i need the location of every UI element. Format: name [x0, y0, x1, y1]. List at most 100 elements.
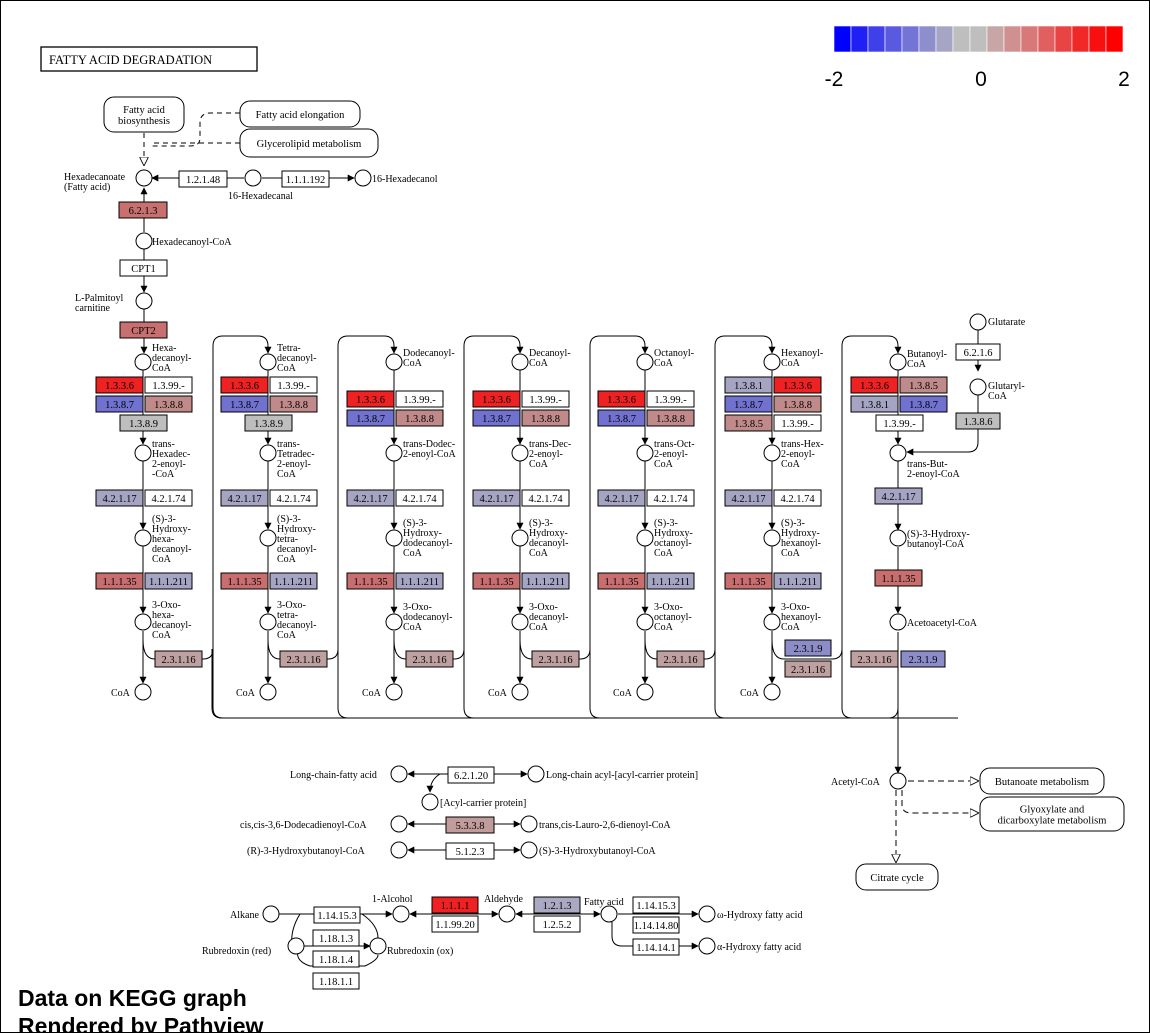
- enzyme-box[interactable]: [220, 376, 269, 394]
- enzyme-box[interactable]: [646, 390, 695, 408]
- trans-but-node[interactable]: [889, 444, 907, 462]
- enzyme-box[interactable]: [95, 489, 144, 507]
- enzyme-box[interactable]: [220, 395, 269, 413]
- enzyme-box[interactable]: [850, 650, 899, 668]
- enzyme-box[interactable]: [95, 572, 144, 590]
- hexadecanoate-node[interactable]: [135, 169, 153, 187]
- acyl-coa-node[interactable]: [763, 353, 781, 371]
- enoyl-coa-node[interactable]: [511, 444, 529, 462]
- coa-node[interactable]: [511, 683, 529, 701]
- enzyme-box[interactable]: [773, 395, 822, 413]
- enoyl-coa-node[interactable]: [385, 444, 403, 462]
- enzyme-box[interactable]: [531, 650, 580, 668]
- enzyme-box[interactable]: [279, 650, 328, 668]
- oxoacyl-coa-node[interactable]: [511, 613, 529, 631]
- enzyme-box[interactable]: [119, 414, 168, 432]
- s3-hydroxybutanoyl2-node[interactable]: [520, 841, 538, 859]
- coa-node[interactable]: [134, 683, 152, 701]
- enzyme-box[interactable]: [220, 572, 269, 590]
- enzyme-box[interactable]: [521, 489, 570, 507]
- enzyme-box[interactable]: [521, 572, 570, 590]
- enzyme-box[interactable]: [220, 489, 269, 507]
- acetoacetyl-node[interactable]: [889, 613, 907, 631]
- enzyme-box[interactable]: [724, 395, 773, 413]
- enzyme-box[interactable]: [597, 489, 646, 507]
- enzyme-box[interactable]: [784, 660, 832, 678]
- enzyme-box[interactable]: [646, 409, 695, 427]
- enoyl-coa-node[interactable]: [134, 444, 152, 462]
- long-chain-acp-node[interactable]: [527, 765, 545, 783]
- enzyme-box[interactable]: [724, 414, 773, 432]
- l-palmitoyl-node[interactable]: [135, 292, 153, 310]
- enzyme-1-14-14-1[interactable]: [632, 938, 680, 956]
- enzyme-box[interactable]: [773, 414, 822, 432]
- enzyme-box[interactable]: [95, 395, 144, 413]
- enzyme-1-1-99-20[interactable]: [431, 915, 479, 933]
- enzyme-box[interactable]: [144, 395, 193, 413]
- enzyme-box[interactable]: [144, 489, 193, 507]
- acyl-coa-node[interactable]: [636, 353, 654, 371]
- enzyme-box[interactable]: [472, 572, 521, 590]
- enzyme-box[interactable]: [875, 414, 924, 432]
- enzyme-box[interactable]: [646, 489, 695, 507]
- acyl-coa-node[interactable]: [511, 353, 529, 371]
- fatty-acid-elongation-map[interactable]: [239, 100, 361, 128]
- enzyme-box[interactable]: [269, 395, 318, 413]
- enzyme-1-14-15-3[interactable]: [313, 906, 361, 924]
- enzyme-box[interactable]: [395, 489, 444, 507]
- butanoate-metabolism-map[interactable]: [979, 767, 1105, 795]
- enzyme-1-1-1-1[interactable]: [431, 896, 479, 914]
- enzyme-box[interactable]: [773, 489, 822, 507]
- enzyme-box[interactable]: [521, 409, 570, 427]
- enzyme-box[interactable]: [269, 376, 318, 394]
- oxoacyl-coa-node[interactable]: [259, 613, 277, 631]
- fatty-acid-node[interactable]: [600, 905, 618, 923]
- hexadecanal-node[interactable]: [244, 169, 262, 187]
- coa-node[interactable]: [385, 683, 403, 701]
- enzyme-box[interactable]: [850, 395, 899, 413]
- enzyme-box[interactable]: [395, 409, 444, 427]
- enzyme-box[interactable]: [95, 376, 144, 394]
- enzyme-box[interactable]: [899, 376, 948, 394]
- enzyme-5-1-2-3[interactable]: [445, 842, 495, 860]
- coa-node[interactable]: [636, 683, 654, 701]
- enzyme-box[interactable]: [472, 489, 521, 507]
- enzyme-box[interactable]: [154, 650, 203, 668]
- hydroxyacyl-coa-node[interactable]: [134, 529, 152, 547]
- enzyme-box[interactable]: [269, 489, 318, 507]
- enzyme-box[interactable]: [784, 639, 832, 657]
- enzyme-6-2-1-20[interactable]: [447, 766, 495, 784]
- rubredoxin-ox-node[interactable]: [369, 937, 387, 955]
- hydroxyacyl-coa-node[interactable]: [763, 529, 781, 547]
- hydroxyacyl-coa-node[interactable]: [636, 529, 654, 547]
- enzyme-box[interactable]: [346, 572, 395, 590]
- enzyme-box[interactable]: [346, 489, 395, 507]
- enzyme-box[interactable]: [773, 376, 822, 394]
- s3-hydroxybutanoyl-node[interactable]: [889, 529, 907, 547]
- enzyme-box[interactable]: [646, 572, 695, 590]
- enzyme-1-3-8-6[interactable]: [955, 412, 1001, 430]
- enzyme-6-2-1-3[interactable]: [118, 201, 168, 219]
- enzyme-box[interactable]: [597, 390, 646, 408]
- enzyme-box[interactable]: [656, 650, 705, 668]
- enzyme-6-2-1-6[interactable]: [955, 343, 1001, 361]
- acyl-coa-node[interactable]: [259, 353, 277, 371]
- enzyme-box[interactable]: [874, 487, 923, 505]
- citrate-cycle-map[interactable]: [855, 863, 939, 891]
- long-chain-fa-node[interactable]: [390, 765, 408, 783]
- hydroxyacyl-coa-node[interactable]: [385, 529, 403, 547]
- enzyme-box[interactable]: [850, 376, 899, 394]
- lauro-dienoyl-node[interactable]: [520, 815, 538, 833]
- enzyme-1-14-14-80[interactable]: [632, 916, 680, 934]
- coa-node[interactable]: [259, 683, 277, 701]
- enzyme-box[interactable]: [472, 409, 521, 427]
- enzyme-box[interactable]: [597, 409, 646, 427]
- hydroxyacyl-coa-node[interactable]: [511, 529, 529, 547]
- enoyl-coa-node[interactable]: [636, 444, 654, 462]
- enzyme-box[interactable]: [405, 650, 454, 668]
- enzyme-box[interactable]: [874, 569, 923, 587]
- enzyme-cpt2[interactable]: [119, 321, 168, 339]
- hexadecanoyl-coa-node[interactable]: [135, 232, 153, 250]
- enzyme-1-18-1-4[interactable]: [312, 950, 360, 968]
- oxoacyl-coa-node[interactable]: [636, 613, 654, 631]
